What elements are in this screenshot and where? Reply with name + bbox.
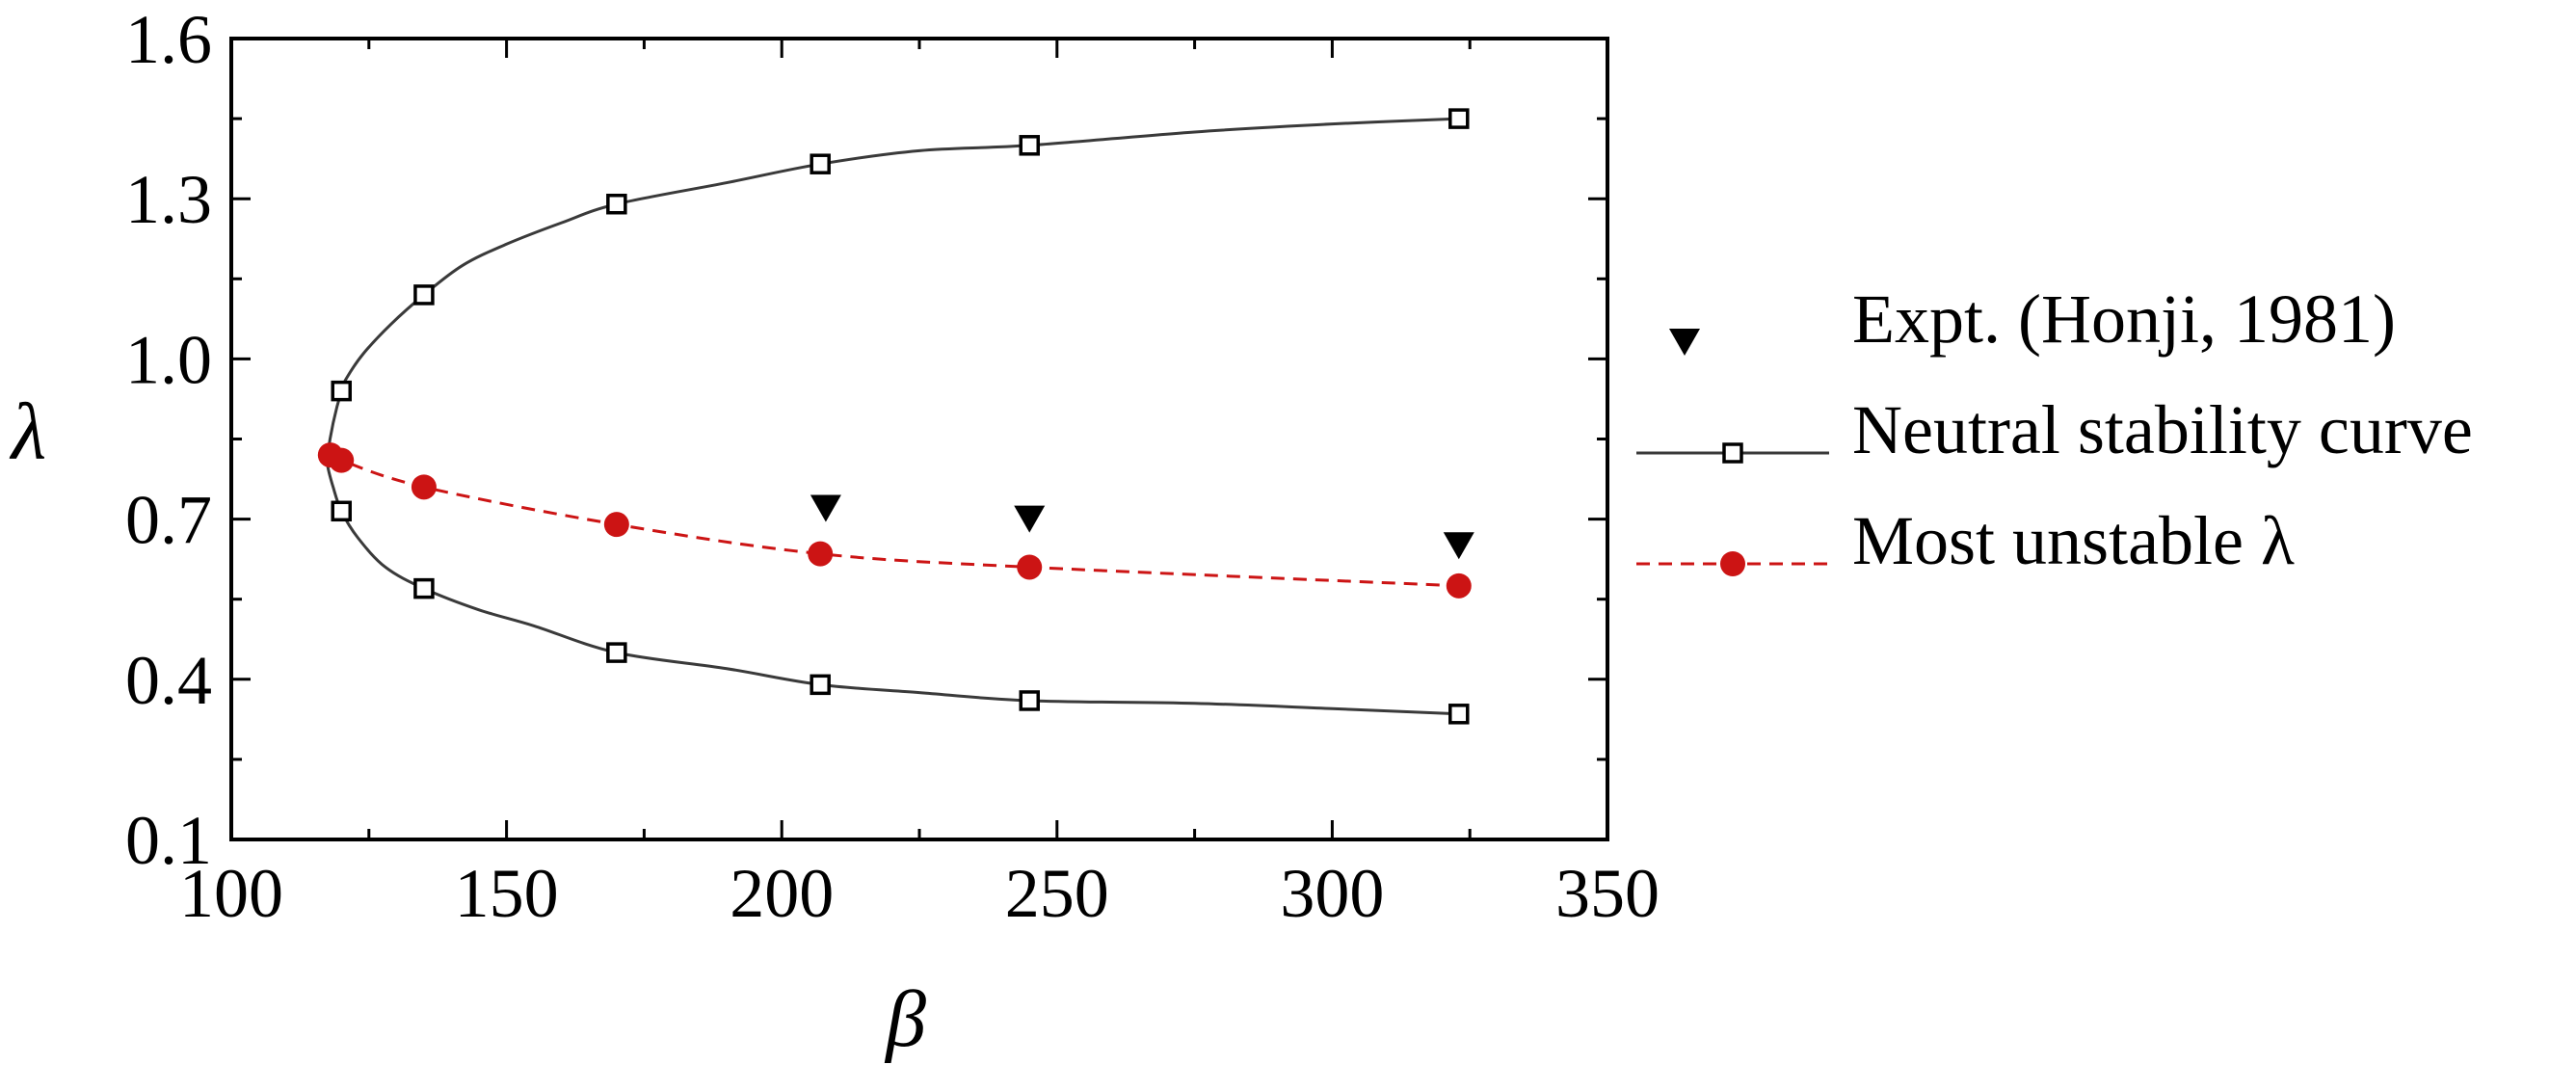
y-axis-title: λ [9,387,46,477]
most-unstable-point [1446,572,1472,599]
neutral-stability-marker [606,642,627,663]
most-unstable-point [411,474,437,500]
legend-label-neutral: Neutral stability curve [1852,391,2473,468]
neutral-stability-marker [331,500,352,522]
expt-point [810,494,841,522]
legend: Expt. (Honji, 1981) Neutral stability cu… [1636,280,2473,579]
x-tick-label: 100 [179,855,283,932]
neutral-stability-marker [1019,690,1040,711]
y-tick-label: 0.4 [125,642,212,719]
legend-unstable-marker [1720,551,1745,576]
x-axis-title: β [884,974,926,1064]
neutral-stability-curve-line [325,117,1459,716]
x-tick-label: 250 [1005,855,1109,932]
axis-ticks: 100 150 200 250 300 350 0.1 0.4 0.7 1.0 1.3 1.6 [125,1,1660,932]
neutral-stability-marker [810,153,831,174]
plot-frame [229,37,1609,841]
x-tick-label: 150 [455,855,559,932]
neutral-stability-marker [413,577,435,599]
y-tick-label: 0.1 [125,802,212,879]
neutral-stability-marker [413,284,435,306]
neutral-stability-marker [1019,135,1040,156]
most-unstable-point [1017,554,1043,580]
most-unstable-point [329,447,355,473]
expt-point [1014,505,1046,533]
legend-expt-marker [1669,329,1700,356]
y-tick-label: 0.7 [125,482,212,559]
expt-point [1443,532,1474,560]
y-tick-label: 1.3 [125,161,212,238]
most-unstable-point [808,541,834,567]
neutral-stability-marker [1448,108,1470,129]
legend-label-unstable: Most unstable λ [1852,502,2295,579]
legend-label-expt: Expt. (Honji, 1981) [1852,280,2396,358]
x-tick-label: 350 [1555,855,1660,932]
x-tick-label: 200 [730,855,834,932]
most-unstable-line [329,453,1459,588]
neutral-stability-marker [810,674,831,696]
legend-neutral-marker [1722,442,1743,464]
y-tick-label: 1.6 [125,1,212,78]
neutral-stability-marker [331,380,352,402]
y-tick-label: 1.0 [125,321,212,398]
most-unstable-point [603,512,629,538]
x-tick-label: 300 [1280,855,1384,932]
neutral-stability-marker [1448,704,1470,725]
data-series [317,108,1474,725]
neutral-stability-marker [606,193,627,215]
